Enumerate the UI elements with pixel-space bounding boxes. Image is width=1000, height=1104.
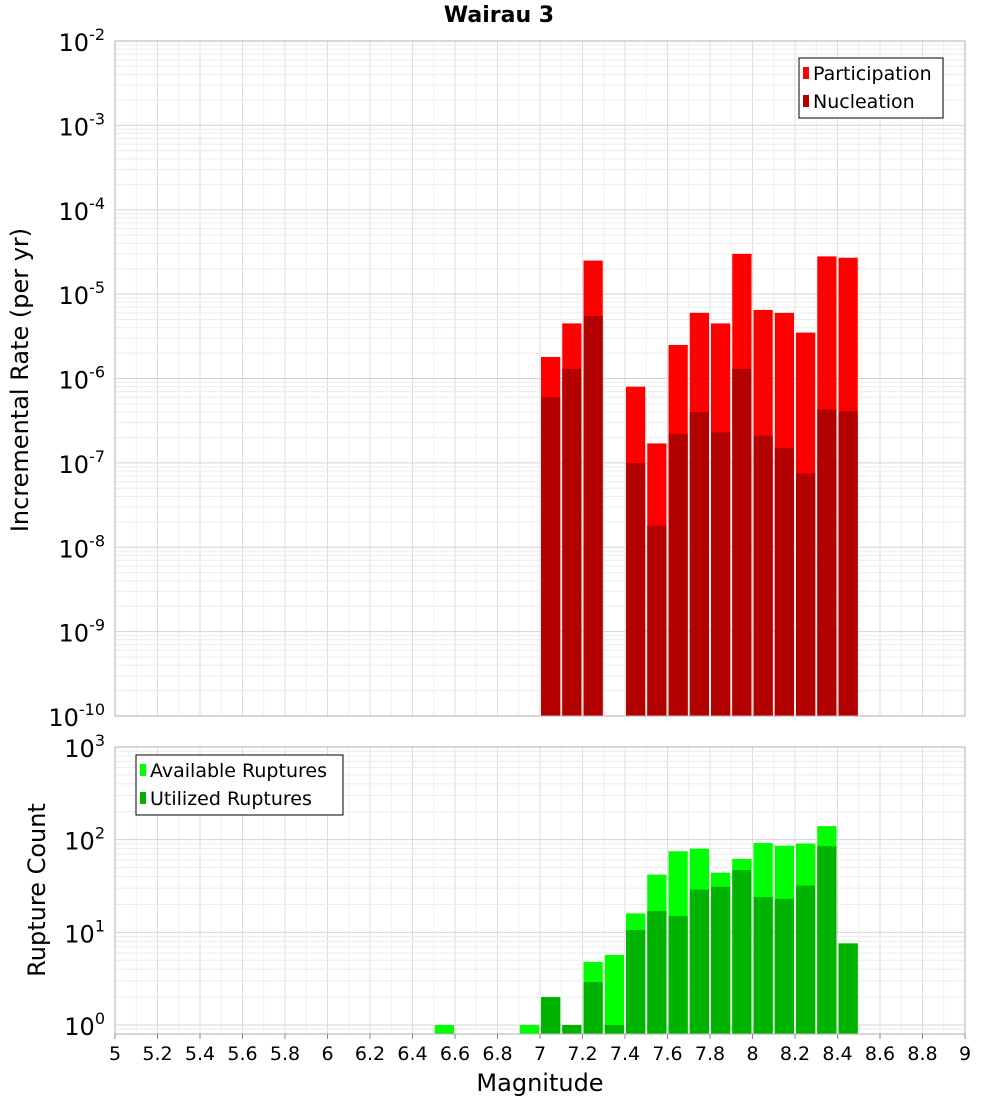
count-y-ticks: 100 101 102 103 (64, 731, 105, 1041)
count-bar-utilized-ruptures (732, 870, 752, 1034)
x-tick-label: 5.6 (227, 1043, 257, 1065)
x-tick-label: 5.2 (142, 1043, 172, 1065)
count-x-ticks: 5 5.2 5.4 5.6 5.8 6 6.2 6.4 6.6 6.8 7 7.2 7.4 7.6 7.8 8… (109, 1034, 971, 1065)
count-legend-box (135, 754, 344, 816)
rate-grid (114, 41, 966, 717)
rate-bar-nucleation (668, 433, 688, 716)
rate-y-tick-label: 10-2 (59, 25, 106, 57)
legend-swatch-utilized (140, 792, 146, 804)
rate-bar-nucleation (732, 368, 752, 716)
count-y-axis-label: Rupture Count (23, 803, 51, 977)
count-y-tick-label: 103 (64, 731, 105, 763)
rate-bar-nucleation (796, 473, 816, 716)
legend-label-available: Available Ruptures (150, 760, 327, 782)
rate-y-tick-label: 10-8 (59, 531, 106, 563)
x-tick-label: 5.8 (270, 1043, 300, 1065)
count-bar-available-ruptures (604, 954, 624, 1034)
x-tick-label: 7.8 (695, 1043, 725, 1065)
x-tick-label: 8 (746, 1043, 758, 1065)
x-axis-label: Magnitude (476, 1069, 603, 1097)
count-panel: 100 101 102 103 5 5.2 5.4 5.6 5.8 6 6.2 6.4 6.6 6.8 7… (23, 731, 971, 1097)
rate-bars (541, 253, 858, 716)
count-bars (434, 826, 858, 1034)
rate-legend: Participation Nucleation (798, 57, 944, 119)
x-tick-label: 7.2 (567, 1043, 597, 1065)
rate-y-ticks: 10-10 10-9 10-8 10-7 10-6 10-5 10-4 10-3 10-2 (48, 25, 105, 732)
rate-bar-nucleation (817, 409, 837, 716)
count-bar-utilized-ruptures (817, 846, 837, 1034)
count-bar-available-ruptures (434, 1025, 454, 1034)
x-tick-label: 5.4 (185, 1043, 215, 1065)
count-y-tick-label: 100 (64, 1009, 105, 1041)
rate-plot-border (114, 40, 966, 717)
x-tick-label: 6.6 (440, 1043, 470, 1065)
rate-y-tick-label: 10-4 (59, 194, 106, 226)
legend-swatch-participation (803, 67, 809, 79)
count-y-tick-label: 102 (64, 824, 105, 856)
legend-swatch-available (140, 764, 146, 776)
chart-title: Wairau 3 (444, 3, 554, 28)
x-tick-label: 7.4 (610, 1043, 640, 1065)
legend-label-participation: Participation (813, 63, 932, 85)
legend-label-nucleation: Nucleation (813, 91, 915, 113)
rate-bar-nucleation (541, 397, 561, 716)
x-tick-label: 7.6 (652, 1043, 682, 1065)
count-bar-utilized-ruptures (647, 910, 667, 1034)
x-tick-label: 8.2 (780, 1043, 810, 1065)
rate-y-tick-label: 10-9 (59, 616, 106, 648)
rate-y-tick-label: 10-7 (59, 447, 106, 479)
count-bar-utilized-ruptures (562, 1025, 582, 1034)
rate-bar-nucleation (838, 411, 858, 716)
rate-y-tick-label: 10-5 (59, 278, 106, 310)
count-bar-utilized-ruptures (604, 1025, 624, 1034)
rate-bar-nucleation (647, 525, 667, 716)
rate-bar-nucleation (689, 412, 709, 716)
rate-legend-box (798, 57, 944, 119)
x-tick-label: 9 (959, 1043, 971, 1065)
count-bar-utilized-ruptures (626, 930, 646, 1034)
count-bar-available-ruptures (519, 1025, 539, 1034)
x-tick-label: 8.6 (865, 1043, 895, 1065)
x-tick-label: 6.8 (482, 1043, 512, 1065)
count-bar-utilized-ruptures (711, 886, 731, 1034)
rate-bar-nucleation (753, 435, 773, 716)
count-bar-utilized-ruptures (753, 897, 773, 1034)
count-y-tick-label: 101 (64, 916, 105, 948)
count-bar-utilized-ruptures (838, 943, 858, 1034)
legend-label-utilized: Utilized Ruptures (150, 788, 312, 810)
count-bar-utilized-ruptures (689, 889, 709, 1034)
rate-y-axis-label: Incremental Rate (per yr) (6, 228, 34, 532)
count-legend: Available Ruptures Utilized Ruptures (135, 754, 344, 816)
count-bar-utilized-ruptures (541, 997, 561, 1034)
rate-bar-nucleation (774, 448, 794, 716)
rate-bar-nucleation (562, 368, 582, 716)
rate-bar-nucleation (711, 432, 731, 716)
x-tick-label: 6.4 (397, 1043, 427, 1065)
count-bar-utilized-ruptures (774, 898, 794, 1034)
count-bar-utilized-ruptures (668, 916, 688, 1034)
count-bar-utilized-ruptures (583, 982, 603, 1034)
x-tick-label: 6.2 (355, 1043, 385, 1065)
rate-bar-nucleation (626, 462, 646, 716)
rate-bar-nucleation (583, 316, 603, 716)
rate-y-tick-label: 10-3 (59, 109, 106, 141)
legend-swatch-nucleation (803, 95, 809, 107)
x-tick-label: 8.8 (907, 1043, 937, 1065)
rate-panel: 10-10 10-9 10-8 10-7 10-6 10-5 10-4 10-3 10-2 In… (6, 25, 966, 732)
rate-y-tick-label: 10-6 (59, 363, 106, 395)
count-bar-utilized-ruptures (796, 885, 816, 1034)
x-tick-label: 6 (321, 1043, 333, 1065)
rate-y-tick-label: 10-10 (48, 700, 105, 732)
x-tick-label: 5 (109, 1043, 121, 1065)
x-tick-label: 7 (534, 1043, 546, 1065)
x-tick-label: 8.4 (822, 1043, 852, 1065)
